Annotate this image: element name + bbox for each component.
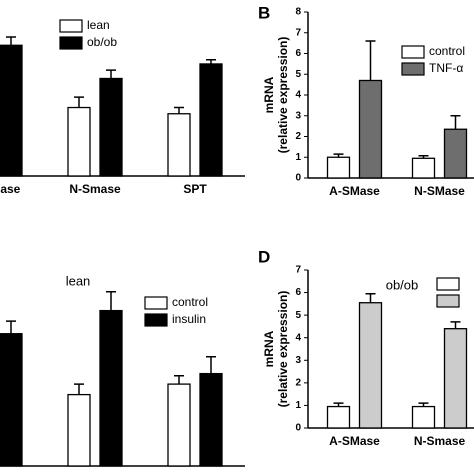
bar <box>326 156 351 179</box>
y-tick-label: 3 <box>295 110 301 121</box>
x-tick-label: N-SMase <box>414 184 465 198</box>
y-tick-label: 0 <box>295 423 301 434</box>
bar <box>167 383 191 467</box>
legend-swatch <box>59 36 83 50</box>
x-tick-label: A-SMase <box>329 184 380 198</box>
error-bar <box>206 59 216 64</box>
y-axis-label: (relative expression) <box>276 37 290 154</box>
panel-label: D <box>258 247 270 266</box>
bar <box>443 128 468 179</box>
legend-label: insulin <box>172 312 206 326</box>
bar <box>67 393 91 467</box>
y-tick-label: 7 <box>295 27 301 38</box>
y-tick-label: 2 <box>295 377 301 388</box>
error-bar <box>450 115 461 130</box>
x-tick-label: N-Smase <box>69 182 121 196</box>
bar <box>199 372 223 467</box>
y-tick-label: 6 <box>295 48 301 59</box>
error-bar <box>74 96 84 108</box>
legend-label: control <box>172 295 208 309</box>
y-axis-label: (relative expression) <box>276 291 290 408</box>
x-tick-label: A-SMase <box>0 472 21 474</box>
chart-title: ob/ob <box>386 277 419 292</box>
y-tick-label: 4 <box>295 332 301 343</box>
y-tick-label: 4 <box>295 90 301 101</box>
legend-swatch <box>401 45 425 59</box>
bar <box>443 328 468 429</box>
y-tick-label: 5 <box>295 69 301 80</box>
bar <box>411 157 436 179</box>
error-bar <box>174 106 184 114</box>
error-bar <box>6 36 16 46</box>
bar <box>167 113 191 177</box>
bar <box>99 309 123 467</box>
error-bar <box>6 320 16 334</box>
x-tick-label: A-SMase <box>0 182 21 196</box>
legend-swatch <box>436 277 460 291</box>
bar <box>411 405 436 429</box>
error-bar <box>174 374 184 385</box>
bar <box>0 333 23 467</box>
x-tick-label: N-SMase <box>70 472 121 474</box>
y-tick-label: 0 <box>295 173 301 184</box>
bar <box>0 44 23 177</box>
y-tick-label: 3 <box>295 355 301 366</box>
bar <box>358 302 383 429</box>
error-bar <box>418 402 429 407</box>
error-bar <box>333 153 344 158</box>
error-bar <box>418 155 429 159</box>
y-axis-label: mRNA <box>262 330 276 367</box>
legend-swatch <box>59 19 83 33</box>
error-bar <box>106 290 116 311</box>
error-bar <box>106 69 116 79</box>
error-bar <box>74 383 84 395</box>
legend-swatch <box>144 296 168 310</box>
error-bar <box>333 402 344 407</box>
error-bar <box>365 40 376 81</box>
x-tick-label: SPT <box>183 182 207 196</box>
error-bar <box>450 321 461 329</box>
x-tick-label: N-Smase <box>414 434 466 448</box>
legend-swatch <box>401 62 425 76</box>
legend-label: TNF-α <box>429 61 463 75</box>
legend-label: control <box>429 44 465 58</box>
y-axis-label: mRNA <box>262 76 276 113</box>
legend-swatch <box>436 294 460 308</box>
y-tick-label: 8 <box>295 7 301 18</box>
y-tick-label: 6 <box>295 287 301 298</box>
error-bar <box>206 356 216 374</box>
chart-title: lean <box>66 273 91 288</box>
y-tick-label: 5 <box>295 310 301 321</box>
y-tick-label: 2 <box>295 131 301 142</box>
legend-label: ob/ob <box>87 35 117 49</box>
bar <box>326 405 351 429</box>
bar <box>199 63 223 177</box>
legend-swatch <box>144 313 168 327</box>
y-tick-label: 1 <box>295 400 301 411</box>
x-tick-label: SPT <box>183 472 207 474</box>
error-bar <box>365 292 376 303</box>
y-tick-label: 1 <box>295 152 301 163</box>
y-tick-label: 7 <box>295 265 301 276</box>
legend-label: lean <box>87 18 110 32</box>
x-tick-label: A-SMase <box>329 434 380 448</box>
panel-label: B <box>258 3 270 22</box>
bar <box>358 79 383 179</box>
bar <box>67 106 91 177</box>
bar <box>99 77 123 177</box>
